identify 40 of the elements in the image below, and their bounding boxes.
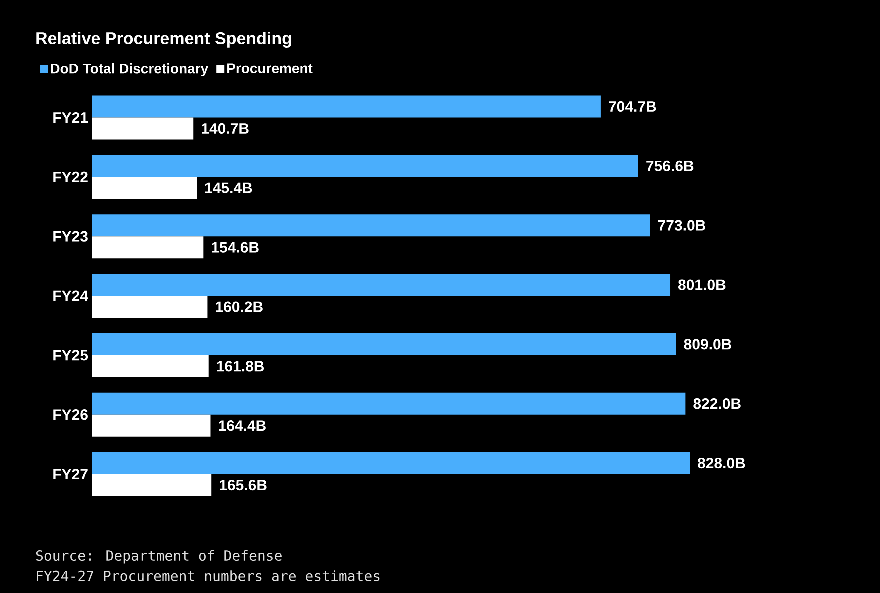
bar xyxy=(92,155,638,178)
y-tick-label: FY27 xyxy=(54,469,88,480)
data-label: 756.6B xyxy=(646,160,694,172)
y-tick-label: FY25 xyxy=(54,350,88,361)
bar xyxy=(92,214,650,237)
bar xyxy=(92,355,209,378)
legend-label: Procurement xyxy=(228,64,313,74)
bar xyxy=(92,414,211,437)
y-tick-label: FY26 xyxy=(54,410,88,420)
data-label: 704.7B xyxy=(609,101,656,112)
bar xyxy=(92,236,204,259)
data-label: 161.8B xyxy=(217,361,264,372)
bar xyxy=(92,118,194,140)
bar xyxy=(92,452,690,474)
data-label: 773.0B xyxy=(658,220,706,231)
bar xyxy=(92,392,686,415)
data-label: 140.7B xyxy=(202,123,249,134)
chart-title: Relative Procurement Spending xyxy=(36,32,292,48)
data-label: 822.0B xyxy=(694,398,741,410)
data-label: 154.6B xyxy=(212,242,259,253)
bar xyxy=(92,177,198,200)
y-tick-label: FY24 xyxy=(54,290,88,302)
y-tick-label: FY22 xyxy=(54,172,88,182)
data-label: 164.4B xyxy=(219,420,266,432)
data-label: 828.0B xyxy=(698,458,746,469)
bar xyxy=(92,274,671,296)
bar xyxy=(92,96,601,118)
legend-label: DoD Total Discretionary xyxy=(51,63,209,77)
text: FY24-27 Procurement numbers are estimates xyxy=(37,570,380,582)
y-tick-label: FY23 xyxy=(54,231,88,242)
bar xyxy=(92,333,676,356)
bar xyxy=(92,296,208,318)
data-label: 165.6B xyxy=(220,480,267,491)
data-label: 801.0B xyxy=(678,280,726,290)
data-label: 160.2B xyxy=(216,302,263,312)
source-note: Source: Department of Defense xyxy=(36,550,282,564)
y-tick-label: FY21 xyxy=(54,112,88,123)
bar xyxy=(92,474,212,496)
data-label: 145.4B xyxy=(205,182,252,194)
data-label: 809.0B xyxy=(684,339,732,350)
